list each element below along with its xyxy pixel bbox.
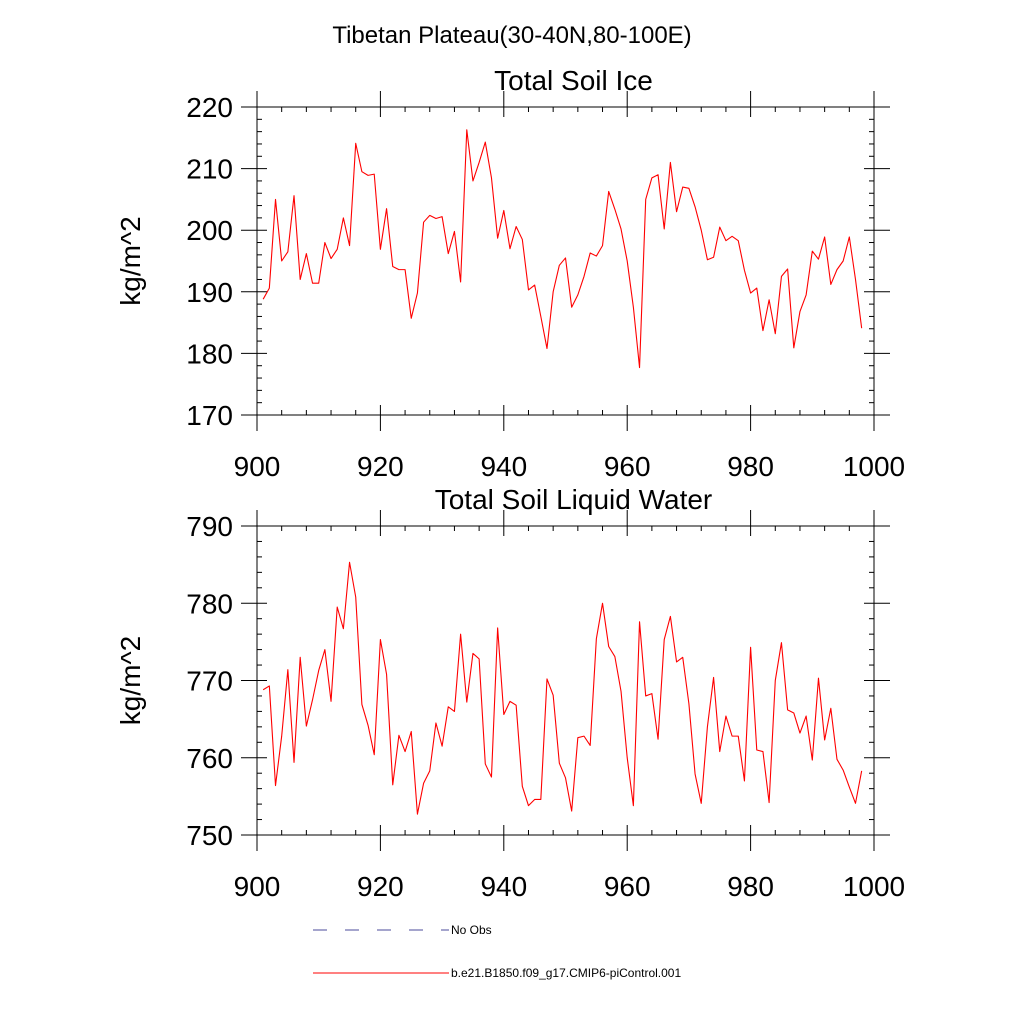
p1-y-tick-label-780: 780	[186, 588, 233, 619]
p1-chart-title: Total Soil Liquid Water	[435, 484, 713, 515]
p0-x-tick-label-960: 960	[604, 451, 651, 482]
p0-y-tick-label-180: 180	[186, 338, 233, 369]
p1-x-tick-label-960: 960	[604, 871, 651, 902]
legend-label-pi-control: b.e21.B1850.f09_g17.CMIP6-piControl.001	[451, 966, 681, 980]
p0-y-tick-label-210: 210	[186, 154, 233, 185]
p1-y-tick-label-750: 750	[186, 820, 233, 851]
p1-x-tick-label-920: 920	[357, 871, 404, 902]
p1-y-axis-label: kg/m^2	[115, 636, 146, 725]
p0-plot-frame	[256, 106, 875, 416]
p1-x-tick-label-1000: 1000	[843, 871, 905, 902]
p1-x-tick-label-940: 940	[480, 871, 527, 902]
p1-y-tick-label-770: 770	[186, 666, 233, 697]
p0-y-axis-label: kg/m^2	[115, 216, 146, 305]
p0-x-tick-label-940: 940	[480, 451, 527, 482]
p0-y-tick-label-220: 220	[186, 92, 233, 123]
p0-x-tick-label-980: 980	[727, 451, 774, 482]
p1-x-tick-label-900: 900	[234, 871, 281, 902]
p1-x-tick-label-980: 980	[727, 871, 774, 902]
p0-y-tick-label-170: 170	[186, 400, 233, 431]
p0-x-tick-label-900: 900	[234, 451, 281, 482]
legend: No Obs b.e21.B1850.f09_g17.CMIP6-piContr…	[313, 923, 681, 980]
p0-x-tick-label-1000: 1000	[843, 451, 905, 482]
legend-label-no-obs: No Obs	[451, 923, 492, 937]
p0-y-tick-label-190: 190	[186, 277, 233, 308]
panel-total-soil-ice: Total Soil Ice kg/m^2 900 920 940 960 980 1000 1…	[115, 65, 905, 482]
p1-y-tick-label-760: 760	[186, 743, 233, 774]
p1-series-line-b-e21-b1850-f09-g17-cmip6-picontrol-001	[262, 561, 863, 815]
figure-title: Tibetan Plateau(30-40N,80-100E)	[332, 22, 691, 49]
p0-series-line-b-e21-b1850-f09-g17-cmip6-picontrol-001	[262, 129, 863, 369]
panel-total-soil-liquid-water: Total Soil Liquid Water kg/m^2 900 920 940 96…	[115, 484, 905, 902]
p0-chart-title: Total Soil Ice	[494, 65, 653, 96]
p1-y-tick-label-790: 790	[186, 511, 233, 542]
p0-y-tick-label-200: 200	[186, 215, 233, 246]
p0-x-tick-label-920: 920	[357, 451, 404, 482]
